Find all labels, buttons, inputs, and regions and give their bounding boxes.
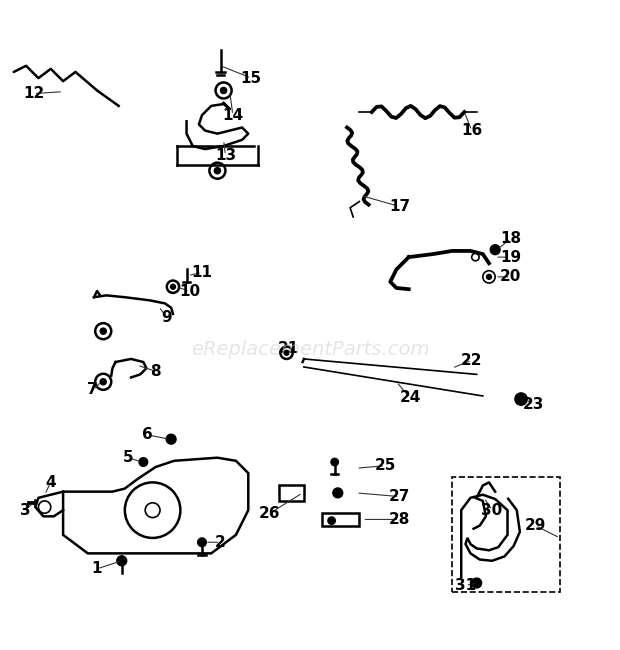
Text: 21: 21: [278, 341, 299, 356]
Text: 15: 15: [241, 71, 262, 86]
Text: 24: 24: [399, 391, 421, 406]
Text: 19: 19: [500, 250, 521, 265]
Circle shape: [490, 245, 500, 255]
Circle shape: [515, 393, 527, 405]
Text: 13: 13: [215, 148, 236, 162]
Text: 9: 9: [161, 310, 172, 325]
Text: 25: 25: [374, 458, 396, 473]
Circle shape: [328, 517, 335, 525]
Text: 14: 14: [223, 108, 244, 123]
Text: 23: 23: [523, 396, 544, 411]
Text: 27: 27: [389, 489, 410, 504]
Text: 28: 28: [389, 512, 410, 527]
Circle shape: [170, 284, 175, 289]
Text: 31: 31: [455, 578, 476, 593]
Circle shape: [215, 168, 221, 174]
Text: 29: 29: [525, 518, 546, 533]
Circle shape: [117, 556, 126, 566]
Text: 10: 10: [179, 283, 200, 298]
Circle shape: [100, 379, 106, 385]
Circle shape: [198, 538, 206, 547]
Text: 7: 7: [87, 382, 98, 397]
Text: 20: 20: [500, 269, 521, 284]
Text: 4: 4: [45, 475, 56, 490]
Text: 16: 16: [461, 123, 482, 138]
Text: 22: 22: [461, 353, 482, 368]
Circle shape: [331, 458, 339, 466]
Text: 3: 3: [20, 502, 30, 517]
Text: 8: 8: [151, 364, 161, 379]
Circle shape: [333, 488, 343, 498]
Circle shape: [487, 274, 492, 280]
Text: 1: 1: [92, 562, 102, 577]
Circle shape: [284, 350, 289, 356]
Text: 18: 18: [500, 231, 521, 246]
Circle shape: [100, 328, 106, 334]
Text: 5: 5: [123, 450, 133, 465]
Text: 30: 30: [482, 502, 503, 517]
Circle shape: [166, 434, 176, 444]
Circle shape: [139, 458, 148, 466]
Text: 17: 17: [389, 199, 410, 214]
Text: 26: 26: [259, 506, 281, 521]
Circle shape: [221, 87, 227, 94]
Circle shape: [472, 578, 482, 588]
Text: 6: 6: [143, 427, 153, 443]
Bar: [279, 486, 304, 501]
Text: eReplacementParts.com: eReplacementParts.com: [191, 340, 429, 359]
Bar: [452, 478, 560, 592]
Text: 2: 2: [215, 535, 226, 550]
Text: 11: 11: [192, 265, 213, 280]
Text: 12: 12: [23, 86, 44, 101]
